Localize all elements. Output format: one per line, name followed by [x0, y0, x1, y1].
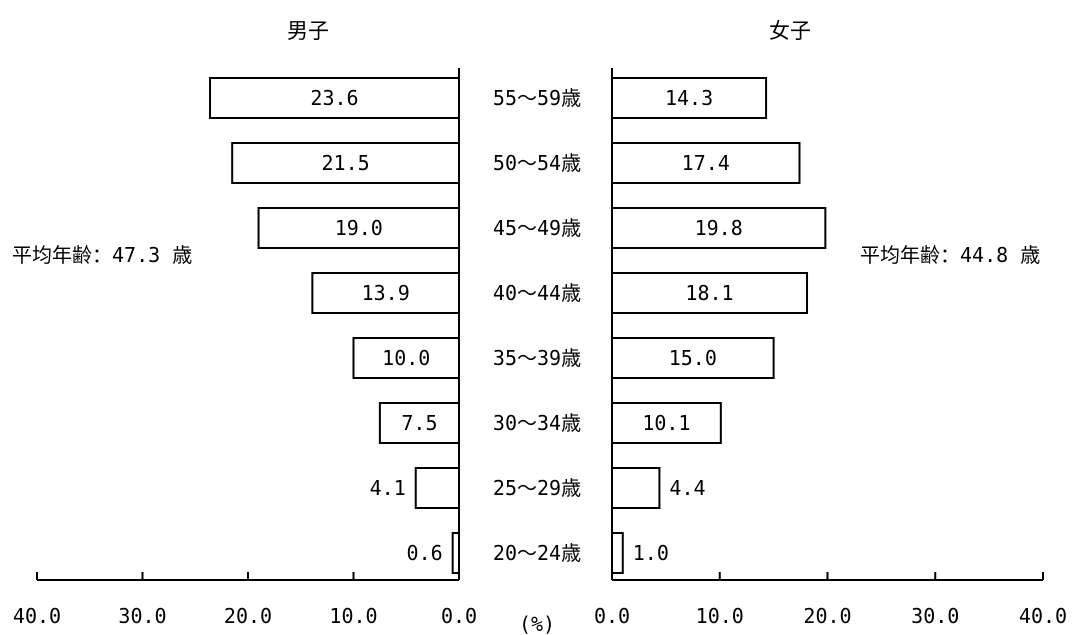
age-category-label: 25～29歳: [493, 476, 581, 500]
male-bar-value-label: 19.0: [335, 216, 383, 240]
male-bar: [311, 272, 461, 314]
male-x-tick-label: 10.0: [329, 604, 377, 628]
age-category-label: 20～24歳: [493, 541, 581, 565]
female-bar: [611, 402, 722, 444]
female-bar-value-label: 4.4: [669, 476, 705, 500]
male-bar-value-label: 4.1: [370, 476, 406, 500]
age-category-label: 35～39歳: [493, 346, 581, 370]
female-bar-value-label: 19.8: [695, 216, 743, 240]
female-bar-value-label: 10.1: [642, 411, 690, 435]
age-category-label: 50～54歳: [493, 151, 581, 175]
male-average-age-label: 平均年齢：47.3 歳: [12, 243, 192, 267]
female-x-tick-label: 0.0: [594, 604, 630, 628]
female-panel-title: 女子: [769, 19, 811, 43]
male-x-tick-label: 40.0: [13, 604, 61, 628]
male-bar-value-label: 10.0: [382, 346, 430, 370]
male-bar-value-label: 13.9: [362, 281, 410, 305]
male-bar: [257, 207, 460, 249]
female-bar-value-label: 15.0: [669, 346, 717, 370]
male-panel-title: 男子: [287, 19, 329, 43]
male-bar-value-label: 23.6: [310, 86, 358, 110]
male-bar-value-label: 21.5: [322, 151, 370, 175]
age-category-label: 40～44歳: [493, 281, 581, 305]
male-x-tick-label: 30.0: [118, 604, 166, 628]
female-bar-value-label: 18.1: [685, 281, 733, 305]
male-bar: [352, 337, 460, 379]
female-bar: [611, 467, 661, 509]
male-bar-value-label: 0.6: [407, 541, 443, 565]
female-x-tick-label: 30.0: [911, 604, 959, 628]
female-bar: [611, 532, 624, 574]
female-bar: [611, 77, 768, 119]
male-x-tick-label: 20.0: [224, 604, 272, 628]
female-bar-value-label: 14.3: [665, 86, 713, 110]
male-bar: [414, 467, 460, 509]
male-bar: [231, 142, 460, 184]
female-x-tick-label: 20.0: [803, 604, 851, 628]
male-bar: [209, 77, 460, 119]
male-bar-value-label: 7.5: [401, 411, 437, 435]
age-category-label: 30～34歳: [493, 411, 581, 435]
age-category-label: 55～59歳: [493, 86, 581, 110]
female-bar: [611, 142, 801, 184]
unit-label: (%): [519, 612, 555, 635]
female-bar-value-label: 1.0: [633, 541, 669, 565]
female-x-tick-label: 40.0: [1019, 604, 1067, 628]
female-x-tick-label: 10.0: [696, 604, 744, 628]
male-x-tick-label: 0.0: [441, 604, 477, 628]
female-average-age-label: 平均年齢：44.8 歳: [860, 243, 1040, 267]
age-category-label: 45～49歳: [493, 216, 581, 240]
chart-marks: 23.6 14.3 55～59歳 21.5 17.4 50～54歳 19.0 19.8 45～4…: [13, 68, 1067, 628]
female-bar-value-label: 17.4: [682, 151, 730, 175]
